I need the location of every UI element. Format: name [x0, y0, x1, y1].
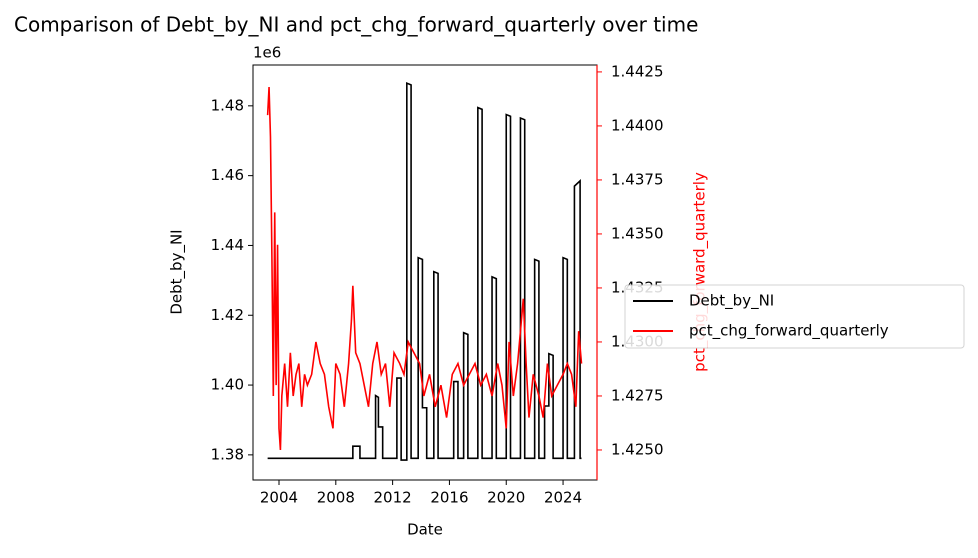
y-offset-label: 1e6 — [253, 44, 281, 62]
y2-tick-label: 1.4250 — [611, 440, 664, 458]
x-tick-label: 2020 — [487, 489, 525, 507]
y-tick-label: 1.46 — [211, 166, 244, 184]
y2-tick-label: 1.4275 — [611, 386, 664, 404]
y2-tick-label: 1.4400 — [611, 116, 664, 134]
y-axis-label: Debt_by_NI — [168, 229, 187, 314]
x-tick-label: 2024 — [544, 489, 582, 507]
y-tick-label: 1.48 — [211, 96, 244, 114]
legend-label: Debt_by_NI — [689, 292, 774, 311]
y-tick-label: 1.38 — [211, 445, 244, 463]
legend-label: pct_chg_forward_quarterly — [689, 322, 889, 341]
y-tick-label: 1.40 — [211, 376, 244, 394]
data-line — [267, 81, 582, 461]
plot-frame — [252, 64, 598, 481]
y-tick-label: 1.42 — [211, 306, 244, 324]
legend-box — [624, 284, 965, 349]
y2-tick-label: 1.4375 — [611, 170, 664, 188]
x-tick-label: 2008 — [317, 489, 355, 507]
x-tick-label: 2012 — [374, 489, 412, 507]
x-axis-label: Date — [407, 521, 443, 539]
chart-title: Comparison of Debt_by_NI and pct_chg_for… — [14, 13, 698, 37]
x-tick-label: 2016 — [430, 489, 468, 507]
data-line — [266, 86, 583, 451]
y-tick-label: 1.44 — [211, 236, 244, 254]
x-tick-label: 2004 — [260, 489, 298, 507]
y2-tick-label: 1.4350 — [611, 224, 664, 242]
y2-tick-label: 1.4425 — [611, 62, 664, 80]
